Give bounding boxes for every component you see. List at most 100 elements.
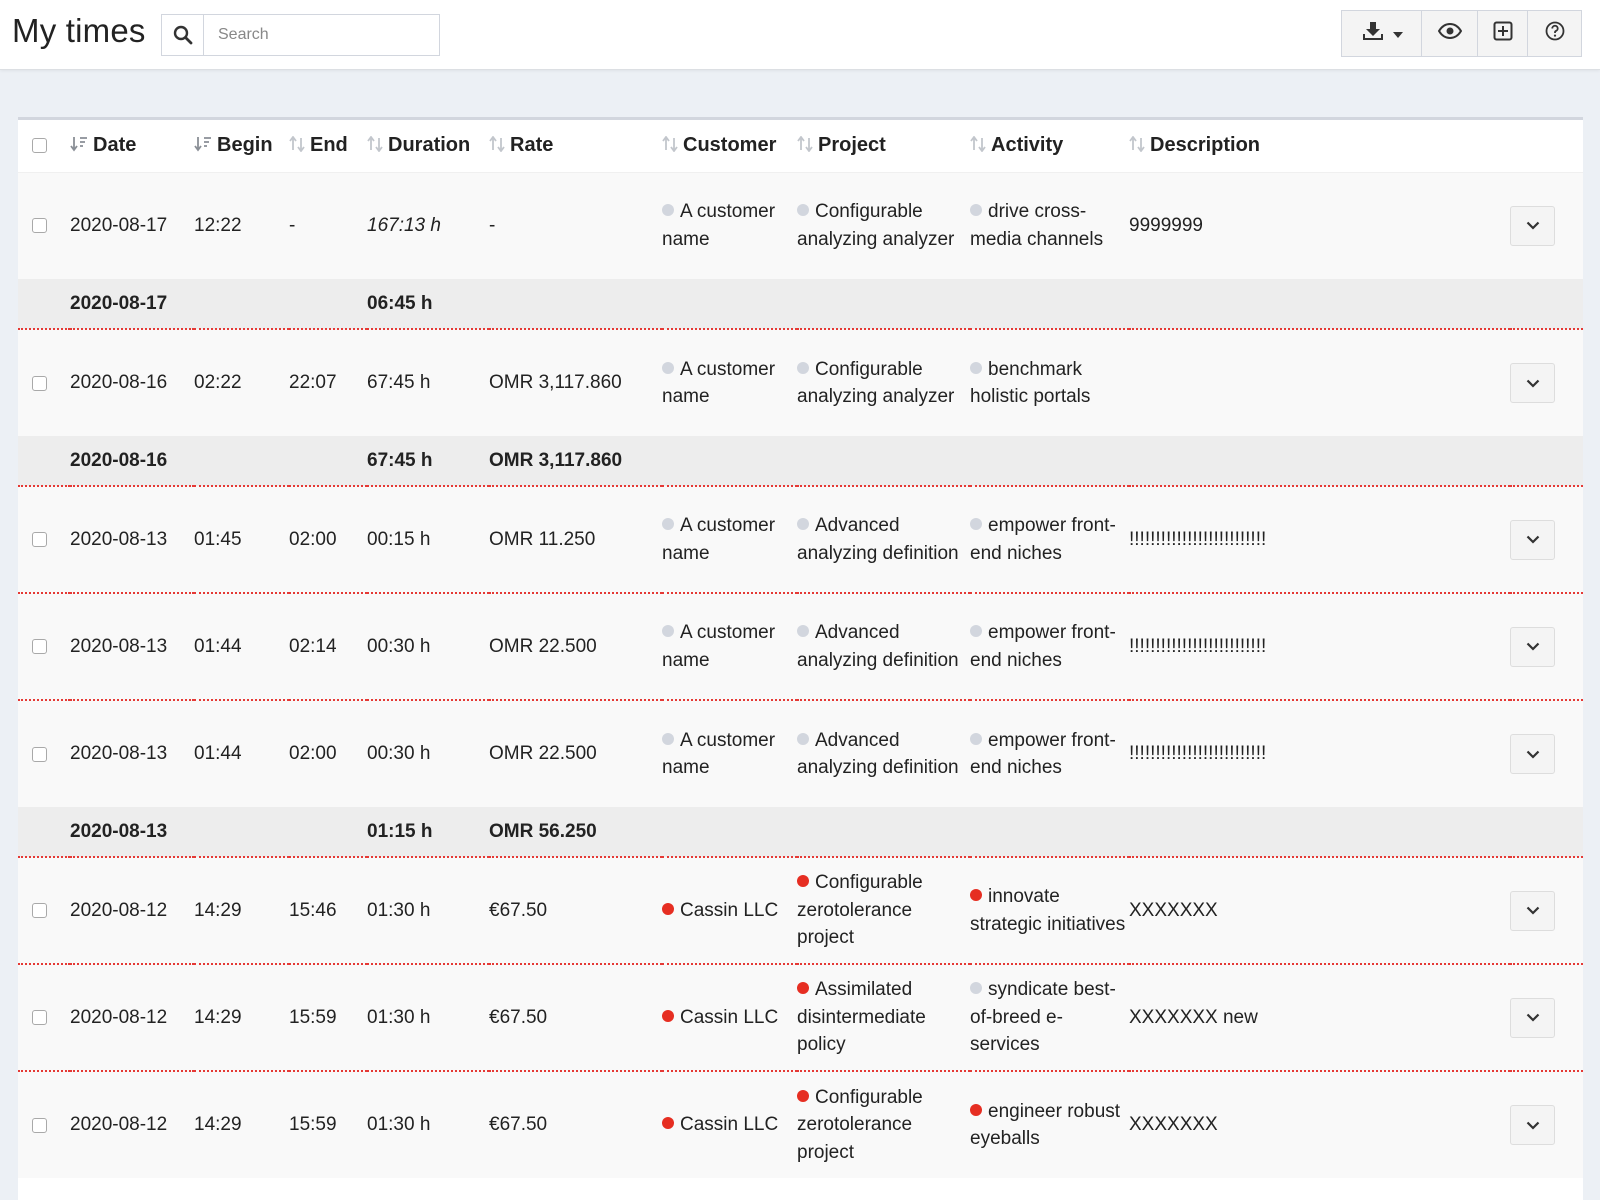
row-checkbox[interactable] [32, 375, 47, 391]
summary-spacer [289, 279, 367, 330]
customer-color-dot [662, 625, 674, 637]
chevron-down-icon [1526, 906, 1539, 915]
description-cell: !!!!!!!!!!!!!!!!!!!!!!!!!! [1129, 593, 1510, 701]
chevron-down-icon [1526, 642, 1539, 651]
project-link[interactable]: Configurable analyzing analyzer [797, 358, 955, 408]
download-button[interactable] [1342, 11, 1422, 56]
rate-cell: - [489, 172, 662, 279]
project-link[interactable]: Advanced analyzing definition [797, 515, 959, 564]
activity-link[interactable]: benchmark holistic portals [970, 358, 1091, 408]
date-cell: 2020-08-12 [70, 857, 194, 965]
summary-spacer [194, 279, 289, 330]
column-header-label: Rate [510, 134, 554, 157]
description-cell: !!!!!!!!!!!!!!!!!!!!!!!!!! [1129, 700, 1510, 807]
rate-cell: OMR 22.500 [489, 593, 662, 701]
activity-link[interactable]: engineer robust eyeballs [970, 1100, 1121, 1150]
row-actions-button[interactable] [1510, 997, 1555, 1038]
summary-rate: OMR 56.250 [489, 807, 797, 858]
column-header-duration[interactable]: Duration [367, 120, 489, 173]
activity-link[interactable]: empower front-end niches [970, 729, 1116, 779]
row-actions-button[interactable] [1510, 1105, 1555, 1145]
project-color-dot [797, 361, 809, 374]
help-button[interactable] [1528, 11, 1581, 56]
visibility-button[interactable] [1422, 11, 1478, 56]
column-header-label: Description [1150, 134, 1261, 157]
sort-icon [489, 136, 505, 153]
search-input[interactable] [204, 15, 439, 55]
customer-link[interactable]: Cassin LLC [680, 1114, 779, 1136]
row-actions-button[interactable] [1510, 205, 1555, 246]
end-cell: 15:59 [289, 1071, 367, 1178]
rate-cell: OMR 11.250 [489, 486, 662, 594]
begin-cell: 02:22 [194, 329, 289, 436]
activity-color-dot [970, 518, 982, 530]
row-checkbox[interactable] [32, 639, 47, 655]
row-select-cell [18, 964, 70, 1072]
row-actions-button[interactable] [1510, 890, 1555, 931]
summary-spacer [18, 807, 70, 858]
summary-spacer [289, 807, 367, 858]
row-checkbox[interactable] [32, 746, 47, 762]
row-actions-button[interactable] [1510, 519, 1555, 560]
customer-link[interactable]: A customer name [662, 201, 776, 250]
project-link[interactable]: Configurable zerotolerance project [797, 1086, 923, 1163]
activity-link[interactable]: empower front-end niches [970, 515, 1116, 564]
activity-cell: benchmark holistic portals [970, 329, 1129, 436]
row-checkbox[interactable] [32, 1010, 47, 1026]
column-header-label: Date [93, 134, 137, 157]
project-link[interactable]: Configurable analyzing analyzer [797, 201, 955, 250]
row-checkbox[interactable] [32, 1117, 47, 1133]
row-checkbox[interactable] [32, 532, 47, 548]
column-header-label: End [310, 134, 348, 157]
column-header-activity[interactable]: Activity [970, 120, 1129, 173]
customer-link[interactable]: Cassin LLC [680, 1006, 779, 1028]
column-header-rate[interactable]: Rate [489, 120, 662, 173]
row-actions-cell [1510, 700, 1583, 807]
project-cell: Advanced analyzing definition [797, 486, 970, 594]
sort-icon [367, 136, 383, 153]
search-icon[interactable] [162, 15, 204, 55]
customer-link[interactable]: A customer name [662, 622, 776, 671]
row-actions-button[interactable] [1510, 363, 1555, 403]
end-cell: - [289, 172, 367, 279]
row-select-cell [18, 700, 70, 807]
project-link[interactable]: Advanced analyzing definition [797, 622, 959, 671]
sort-desc-icon [194, 137, 211, 152]
customer-link[interactable]: A customer name [662, 729, 776, 779]
create-button[interactable] [1478, 11, 1528, 56]
column-header-description[interactable]: Description [1129, 120, 1510, 173]
activity-color-dot [970, 982, 982, 995]
summary-spacer [797, 807, 1583, 858]
row-actions-button[interactable] [1510, 626, 1555, 667]
summary-spacer [797, 279, 1583, 330]
customer-cell: A customer name [662, 172, 797, 279]
row-checkbox[interactable] [32, 218, 47, 234]
row-select-cell [18, 486, 70, 594]
activity-link[interactable]: empower front-end niches [970, 622, 1116, 671]
row-actions-button[interactable] [1510, 734, 1555, 774]
column-header-begin[interactable]: Begin [194, 120, 289, 173]
sort-icon [970, 136, 986, 153]
project-link[interactable]: Configurable zerotolerance project [797, 872, 923, 949]
customer-link[interactable]: Cassin LLC [680, 899, 779, 921]
activity-color-dot [970, 204, 982, 217]
activity-link[interactable]: innovate strategic initiatives [970, 886, 1126, 935]
end-cell: 22:07 [289, 329, 367, 436]
row-checkbox[interactable] [32, 903, 47, 919]
column-header-customer[interactable]: Customer [662, 120, 797, 173]
column-header-end[interactable]: End [289, 120, 367, 173]
column-header-project[interactable]: Project [797, 120, 970, 173]
activity-link[interactable]: syndicate best-of-breed e-services [970, 979, 1116, 1056]
activity-link[interactable]: drive cross-media channels [970, 201, 1104, 250]
column-header-date[interactable]: Date [70, 120, 194, 173]
project-link[interactable]: Advanced analyzing definition [797, 729, 959, 779]
project-link[interactable]: Assimilated disintermediate policy [797, 979, 926, 1056]
customer-link[interactable]: A customer name [662, 358, 776, 408]
toolbar [1341, 10, 1582, 57]
activity-cell: drive cross-media channels [970, 172, 1129, 279]
select-all-checkbox[interactable] [32, 138, 47, 154]
customer-link[interactable]: A customer name [662, 515, 776, 564]
end-cell: 15:59 [289, 964, 367, 1072]
end-cell: 15:46 [289, 857, 367, 965]
customer-color-dot [662, 732, 674, 745]
